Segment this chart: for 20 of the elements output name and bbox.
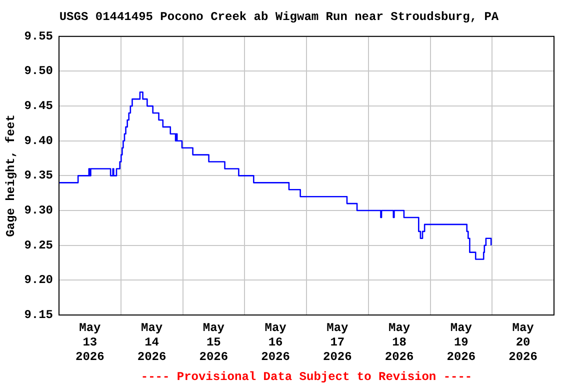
- y-tick-label: 9.55: [24, 29, 53, 44]
- x-tick-label: May 17 2026: [323, 321, 352, 364]
- x-tick-label: May 13 2026: [76, 321, 104, 364]
- text: ---- Provisional Data Subject to Revision ----: [140, 370, 472, 384]
- x-tick-label: May 19 2026: [446, 321, 476, 364]
- x-tick-label: May 14 2026: [137, 321, 166, 364]
- y-tick-label: 9.50: [24, 64, 53, 78]
- y-tick-label: 9.25: [24, 238, 53, 252]
- y-tick-label: 9.15: [24, 308, 53, 322]
- y-tick-label: 9.30: [24, 204, 53, 218]
- chart-title: USGS 01441495 Pocono Creek ab Wigwam Run near Stroudsburg, PA: [59, 10, 500, 24]
- y-axis-title: Gage height, feet: [4, 114, 18, 237]
- y-tick-label: 9.20: [24, 273, 53, 288]
- x-tick-label: May 20 2026: [508, 321, 538, 364]
- y-tick-label: 9.45: [24, 99, 53, 114]
- x-tick-label: May 15 2026: [199, 321, 228, 364]
- x-tick-label: May 16 2026: [261, 321, 290, 364]
- y-tick-label: 9.40: [24, 134, 53, 148]
- x-tick-label: May 18 2026: [384, 321, 414, 364]
- y-tick-label: 9.35: [24, 168, 53, 183]
